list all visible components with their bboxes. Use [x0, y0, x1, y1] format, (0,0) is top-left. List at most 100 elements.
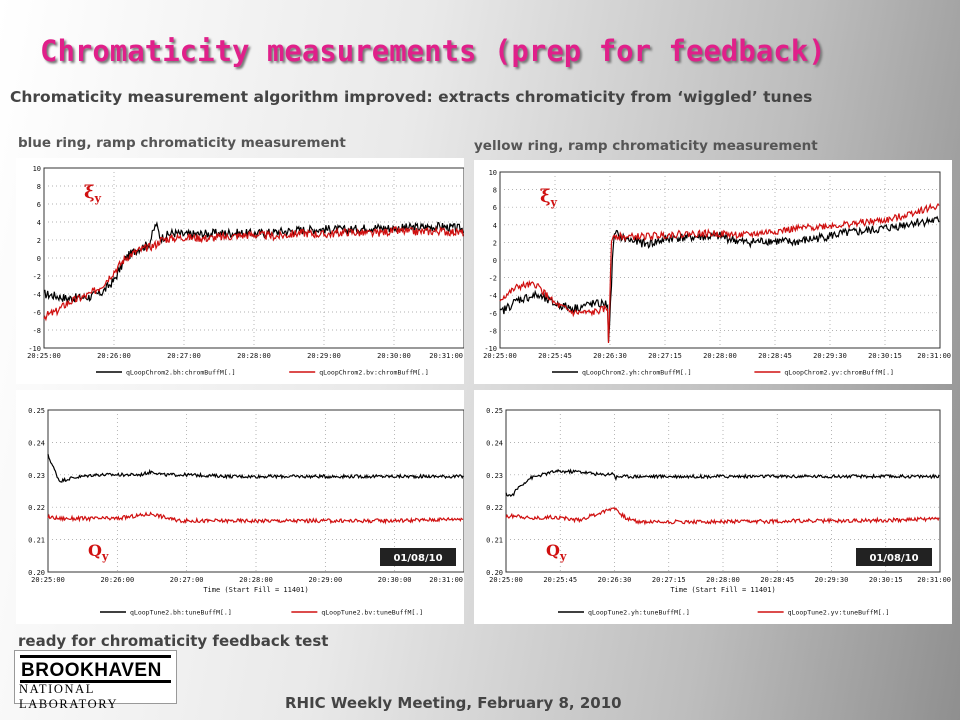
x-tick-label: 20:27:15	[652, 576, 686, 584]
x-tick-label: 20:27:00	[167, 352, 201, 360]
x-tick-label: 20:29:00	[308, 576, 342, 584]
y-tick-label: 4	[493, 222, 497, 230]
annotation-subscript: y	[101, 550, 109, 563]
x-tick-label: 20:30:00	[378, 576, 412, 584]
y-tick-label: 8	[493, 187, 497, 195]
y-tick-label: 2	[37, 237, 41, 245]
y-tick-label: -8	[489, 327, 497, 335]
y-tick-label: 0.20	[486, 569, 503, 577]
x-tick-label: 20:28:00	[239, 576, 273, 584]
x-axis-label: Time (Start Fill = 11401)	[670, 586, 775, 594]
brookhaven-logo: BROOKHAVEN NATIONAL LABORATORY	[14, 650, 177, 711]
series-line-1	[47, 453, 464, 483]
series-line-2	[499, 202, 940, 344]
x-tick-label: 20:31:00	[917, 576, 951, 584]
x-axis-label: Time (Start Fill = 11401)	[203, 586, 308, 594]
x-tick-label: 20:30:15	[869, 576, 903, 584]
x-tick-label: 20:31:00	[429, 576, 463, 584]
x-tick-label: 20:28:00	[703, 352, 737, 360]
legend-label-1: qLoopChrom2.bh:chromBuffM[.]	[126, 369, 236, 377]
y-tick-label: 10	[489, 169, 497, 177]
x-tick-label: 20:31:00	[917, 352, 951, 360]
y-tick-label: 0.21	[28, 537, 45, 545]
y-tick-label: -6	[489, 310, 497, 318]
y-tick-label: 6	[37, 201, 41, 209]
ready-note: ready for chromaticity feedback test	[18, 632, 329, 650]
y-tick-label: 0.21	[486, 537, 503, 545]
y-tick-label: 0	[493, 257, 497, 265]
x-tick-label: 20:26:00	[97, 352, 131, 360]
logo-line1: BROOKHAVEN	[21, 660, 162, 681]
slide-title: Chromaticity measurements (prep for feed…	[40, 34, 826, 68]
series-line-2	[505, 506, 940, 526]
legend-label-2: qLoopTune2.yv:tuneBuffM[.]	[788, 609, 890, 617]
left-caption: blue ring, ramp chromaticity measurement	[18, 135, 346, 151]
x-tick-label: 20:25:00	[483, 352, 517, 360]
y-tick-label: -8	[33, 327, 41, 335]
legend-label-1: qLoopTune2.yh:tuneBuffM[.]	[588, 609, 690, 617]
x-tick-label: 20:29:30	[815, 576, 849, 584]
y-tick-label: 0.22	[486, 504, 503, 512]
plot-area	[43, 167, 464, 349]
x-tick-label: 20:25:00	[27, 352, 61, 360]
y-tick-label: -10	[28, 345, 41, 353]
x-tick-label: 20:26:00	[100, 576, 134, 584]
yellow-tune-chart: 0.25 0.24 0.23 0.22 0.21 0.20 20:25:00 20:25:45…	[474, 390, 952, 624]
y-tick-label: -2	[489, 275, 497, 283]
y-tick-label: 10	[33, 165, 41, 173]
logo-line2: NATIONAL LABORATORY	[19, 682, 119, 711]
x-tick-label: 20:26:30	[593, 352, 627, 360]
y-tick-label: -6	[33, 309, 41, 317]
annotation-subscript: y	[559, 550, 567, 563]
y-tick-label: -2	[33, 273, 41, 281]
x-tick-label: 20:28:45	[760, 576, 794, 584]
x-tick-label: 20:31:00	[429, 352, 463, 360]
series-line-1	[505, 468, 940, 497]
y-tick-label: 0.23	[28, 472, 45, 480]
legend-label-1: qLoopChrom2.yh:chromBuffM[.]	[582, 369, 692, 377]
y-tick-label: -4	[33, 291, 41, 299]
y-tick-label: 6	[493, 204, 497, 212]
x-tick-label: 20:27:15	[648, 352, 682, 360]
logo-top-bar	[20, 655, 171, 658]
x-tick-label: 20:30:00	[377, 352, 411, 360]
y-tick-label: 0.24	[486, 439, 503, 447]
slide-subtitle: Chromaticity measurement algorithm impro…	[10, 88, 813, 106]
y-tick-label: -4	[489, 292, 497, 300]
annotation-subscript: y	[94, 192, 102, 205]
date-label: 01/08/10	[393, 553, 442, 564]
series-line-2	[47, 511, 464, 525]
y-tick-label: 0.20	[28, 569, 45, 577]
x-tick-label: 20:27:00	[170, 576, 204, 584]
x-tick-label: 20:29:00	[307, 352, 341, 360]
x-tick-label: 20:28:00	[237, 352, 271, 360]
legend-label-2: qLoopChrom2.yv:chromBuffM[.]	[784, 369, 894, 377]
date-box	[380, 548, 456, 566]
y-tick-label: 8	[37, 183, 41, 191]
y-tick-label: 0.25	[28, 407, 45, 415]
y-tick-label: 0.24	[28, 439, 45, 447]
y-tick-label: 4	[37, 219, 41, 227]
date-box	[856, 548, 932, 566]
x-tick-label: 20:25:00	[31, 576, 65, 584]
x-tick-label: 20:25:45	[543, 576, 577, 584]
legend-label-2: qLoopChrom2.bv:chromBuffM[.]	[319, 369, 429, 377]
y-tick-label: 0.25	[486, 407, 503, 415]
annotation-subscript: y	[550, 196, 558, 209]
x-tick-label: 20:29:30	[813, 352, 847, 360]
series-line-2	[43, 225, 464, 322]
legend-label-2: qLoopTune2.bv:tuneBuffM[.]	[321, 609, 423, 617]
blue-tune-chart: 0.25 0.24 0.23 0.22 0.21 0.20 20:25:00 20:26:00…	[16, 390, 464, 624]
date-label: 01/08/10	[869, 553, 918, 564]
right-caption: yellow ring, ramp chromaticity measureme…	[474, 138, 818, 154]
legend-label-1: qLoopTune2.bh:tuneBuffM[.]	[130, 609, 232, 617]
logo-mid-bar	[20, 680, 171, 683]
blue-chromaticity-chart: 10 8 6 4 2 0 -2 -4 -6 -8 -10 20:25:00 20:26:00 20:27:…	[16, 158, 464, 384]
y-tick-label: 2	[493, 239, 497, 247]
x-tick-label: 20:25:00	[489, 576, 523, 584]
y-tick-label: 0.22	[28, 504, 45, 512]
